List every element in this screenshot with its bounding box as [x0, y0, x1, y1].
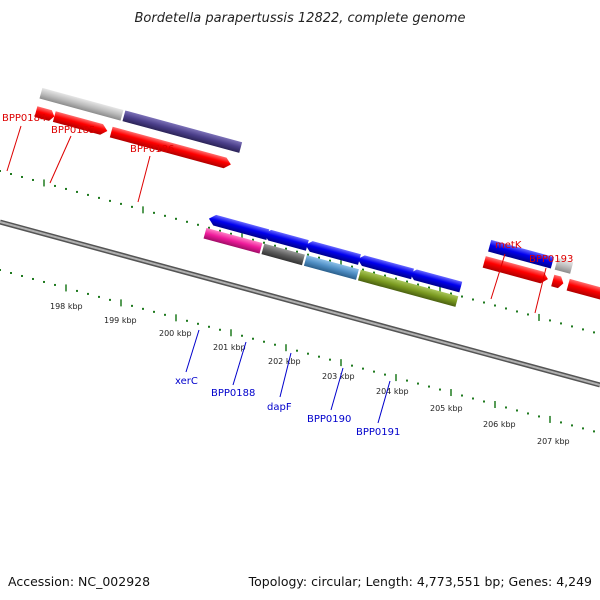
genome-summary: Topology: circular; Length: 4,773,551 bp… — [248, 574, 592, 589]
gene-red-feature[interactable] — [52, 111, 109, 136]
gene-blue-feature[interactable] — [262, 228, 309, 251]
gene-bpp0186-feature[interactable] — [122, 110, 243, 153]
gene-bpp0185-feature[interactable] — [39, 87, 124, 121]
gene-blue-feature[interactable] — [408, 268, 463, 293]
gene-blue-feature[interactable] — [356, 254, 414, 280]
gene-label-bpp0184[interactable]: BPP0184 — [2, 113, 46, 124]
ruler-label: 204 kbp — [376, 387, 409, 396]
map-title: Bordetella parapertussis 12822, complete… — [135, 11, 466, 26]
gene-red-feature[interactable] — [482, 256, 550, 285]
bottom-gene-labels: xerC BPP0188 dapF BPP0190 BPP0191 — [175, 329, 400, 438]
ruler-label: 202 kbp — [268, 357, 301, 366]
ruler-label: 206 kbp — [483, 420, 516, 429]
gene-blue-feature[interactable] — [304, 240, 361, 265]
gene-dapf-feature[interactable] — [303, 255, 359, 280]
gene-label-bpp0186[interactable]: BPP0186 — [130, 144, 174, 155]
genome-backbone — [0, 219, 600, 388]
gene-label-dapf[interactable]: dapF — [267, 402, 292, 413]
gene-blue-feature[interactable] — [207, 213, 270, 240]
ruler-label: 201 kbp — [213, 343, 246, 352]
gene-label-bpp0191[interactable]: BPP0191 — [356, 427, 400, 438]
ruler-label: 198 kbp — [50, 302, 83, 311]
ruler-label: 203 kbp — [322, 372, 355, 381]
ruler-label: 200 kbp — [159, 329, 192, 338]
gene-bpp0184-feature[interactable] — [34, 106, 56, 122]
ruler-label: 199 kbp — [104, 316, 137, 325]
ruler-labels: 198 kbp 199 kbp 200 kbp 201 kbp 202 kbp … — [50, 302, 570, 446]
gene-bpp0193-feature[interactable] — [554, 258, 574, 274]
gene-label-bpp0193[interactable]: BPP0193 — [529, 254, 573, 265]
lower-tick-track — [0, 269, 595, 433]
gene-xerc-feature[interactable] — [203, 227, 263, 254]
gene-label-bpp0190[interactable]: BPP0190 — [307, 414, 351, 425]
gene-red-feature[interactable] — [566, 278, 600, 307]
gene-bpp0190-feature[interactable] — [357, 269, 459, 307]
gene-bpp0188-feature[interactable] — [261, 243, 305, 266]
gene-features — [34, 87, 600, 307]
gene-label-xerc[interactable]: xerC — [175, 376, 198, 387]
accession-label: Accession: NC_002928 — [8, 574, 150, 589]
top-gene-labels: BPP0184 BPP0185 BPP0186 metK BPP0193 — [2, 113, 573, 314]
gene-label-metk[interactable]: metK — [495, 240, 522, 251]
ruler-label: 205 kbp — [430, 404, 463, 413]
ruler-label: 207 kbp — [537, 437, 570, 446]
gene-label-bpp0188[interactable]: BPP0188 — [211, 388, 255, 399]
gene-red-feature[interactable] — [551, 274, 565, 289]
upper-tick-track — [0, 170, 595, 334]
gene-label-bpp0185[interactable]: BPP0185 — [51, 125, 95, 136]
gene-metk-feature[interactable] — [488, 239, 554, 269]
gene-red-feature[interactable] — [109, 126, 233, 170]
